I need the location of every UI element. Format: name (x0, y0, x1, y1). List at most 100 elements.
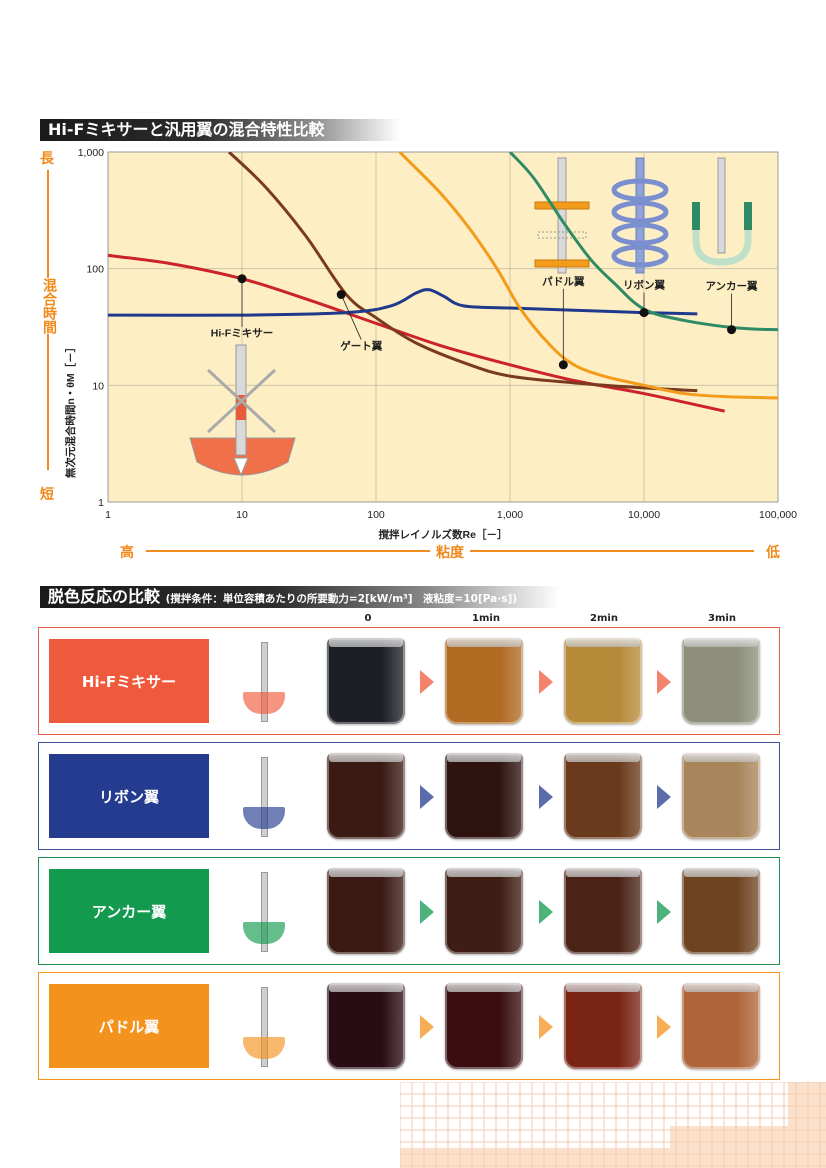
paddle-blade (534, 259, 590, 268)
x-tick-label: 10,000 (628, 509, 660, 521)
decolor-row-label: リボン翼 (49, 754, 209, 838)
anchor-illustration (692, 157, 752, 266)
step-arrow-icon (420, 1015, 434, 1039)
ribbon-loop (611, 244, 669, 268)
anchor-blade (692, 202, 752, 266)
beaker-photo (445, 753, 523, 839)
paddle-blade (537, 231, 587, 239)
beaker-photo (564, 753, 642, 839)
annotation-label: パドル翼 (542, 276, 585, 288)
step-arrow-icon (539, 1015, 553, 1039)
ribbon-loop (611, 200, 669, 224)
series-line-Hi-Fミキサー (108, 253, 725, 413)
side-axis-bottom: 短 (40, 487, 54, 503)
impeller-illustrations (189, 157, 752, 477)
beaker-photo (564, 868, 642, 954)
series-line-ゲート翼 (227, 152, 698, 393)
tick-labels: 1 10 100 1,000 10,000 100,000 1 10 100 1,000 (78, 147, 797, 521)
bottom-axis-label: 粘度 (430, 542, 470, 562)
decolor-row: リボン翼 (38, 742, 780, 850)
series-lines (108, 152, 778, 413)
y-tick-label: 1,000 (78, 147, 104, 159)
side-axis: 長 混合時間 短 (38, 148, 60, 508)
annotation-label: Hi-Fミキサー (211, 328, 273, 340)
time-label: 1min (472, 613, 500, 624)
section-title-mixing: Hi-Fミキサーと汎用翼の混合特性比較 (40, 119, 400, 141)
beaker-photo (445, 868, 523, 954)
beaker-photo (445, 638, 523, 724)
step-arrow-icon (420, 900, 434, 924)
anchor-tip (744, 202, 752, 230)
decolor-row: アンカー翼 (38, 857, 780, 965)
beaker-photo (327, 983, 405, 1069)
ribbon-loop (611, 178, 669, 202)
side-axis-label: 混合時間 (39, 278, 59, 334)
side-axis-top: 長 (40, 151, 54, 167)
y-tick-label: 10 (92, 380, 104, 392)
hif-arm (206, 368, 277, 434)
decolor-row: パドル翼 (38, 972, 780, 1080)
series-line-リボン翼 (108, 288, 698, 317)
beaker-photo (327, 638, 405, 724)
ribbon-shaft (635, 157, 645, 274)
annotation-dot (237, 274, 247, 284)
annotation-dot (558, 360, 568, 370)
step-arrow-icon (657, 1015, 671, 1039)
hif-tip (233, 457, 249, 477)
beaker-photo (445, 983, 523, 1069)
bottom-axis: 高 粘度 低 (120, 542, 780, 562)
x-tick-label: 100,000 (759, 509, 797, 521)
decolor-row-label: パドル翼 (49, 984, 209, 1068)
step-arrow-icon (539, 785, 553, 809)
y-tick-label: 1 (98, 497, 104, 509)
annotation-dot (639, 308, 649, 318)
beaker-photo (327, 868, 405, 954)
decolor-row: Hi-Fミキサー (38, 627, 780, 735)
step-arrow-icon (657, 785, 671, 809)
anchor-shaft (717, 157, 726, 254)
beaker-photo (564, 983, 642, 1069)
time-label: 2min (590, 613, 618, 624)
x-tick-label: 1 (105, 509, 111, 521)
beaker-photo (564, 638, 642, 724)
annotation-label: アンカー翼 (705, 281, 758, 293)
bottom-axis-left: 高 (120, 545, 134, 561)
bottom-axis-right: 低 (766, 545, 780, 561)
step-arrow-icon (657, 670, 671, 694)
anchor-tip (692, 202, 700, 230)
beaker-photo (327, 753, 405, 839)
y-axis-label: 無次元混合時間n・θM［－］ (64, 342, 77, 478)
ribbon-illustration (611, 157, 669, 274)
step-arrow-icon (420, 670, 434, 694)
annotation-dot (727, 325, 737, 335)
impeller-icon (239, 987, 289, 1067)
annotation-leader (340, 294, 362, 340)
mixing-chart: 1 10 100 1,000 10,000 100,000 1 10 100 1,000 無次元混… (64, 147, 797, 540)
beaker-photo (682, 868, 760, 954)
y-tick-label: 100 (86, 264, 104, 276)
hif-blade (189, 437, 296, 476)
paddle-blade (534, 201, 590, 210)
x-tick-label: 100 (367, 509, 385, 521)
corner-decoration (400, 1082, 826, 1168)
annotation-label: リボン翼 (623, 279, 665, 292)
series-line-パドル翼 (398, 152, 778, 400)
x-tick-label: 10 (236, 509, 248, 521)
section-title-decolor: 脱色反応の比較 (撹拌条件：単位容積あたりの所要動力=2[kW/m³] 液粘度=… (40, 586, 560, 608)
step-arrow-icon (657, 900, 671, 924)
beaker-photo (682, 753, 760, 839)
hif-center (236, 395, 246, 420)
decolor-row-label: アンカー翼 (49, 869, 209, 953)
step-arrow-icon (420, 785, 434, 809)
series-line-アンカー翼 (508, 152, 778, 332)
annotation-label: ゲート翼 (340, 340, 382, 353)
beaker-photo (682, 983, 760, 1069)
x-axis-label: 撹拌レイノルズ数Re［－］ (379, 528, 508, 540)
impeller-icon (239, 872, 289, 952)
ribbon-loop (611, 222, 669, 246)
impeller-icon (239, 757, 289, 837)
decolor-row-label: Hi-Fミキサー (49, 639, 209, 723)
x-tick-label: 1,000 (497, 509, 523, 521)
time-label: 0 (364, 613, 372, 624)
